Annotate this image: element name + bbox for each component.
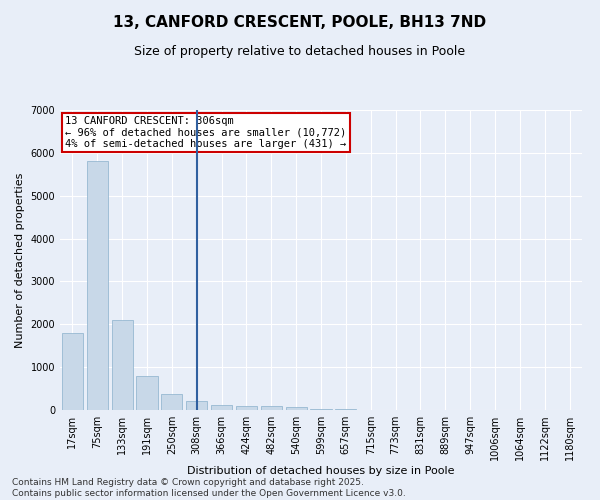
Text: Size of property relative to detached houses in Poole: Size of property relative to detached ho… <box>134 45 466 58</box>
Bar <box>186 402 207 410</box>
Text: 13 CANFORD CRESCENT: 306sqm
← 96% of detached houses are smaller (10,772)
4% of : 13 CANFORD CRESCENT: 306sqm ← 96% of det… <box>65 116 346 149</box>
Bar <box>112 320 133 410</box>
Bar <box>310 408 332 410</box>
Bar <box>161 394 182 410</box>
Bar <box>211 405 232 410</box>
Bar <box>261 406 282 410</box>
Text: 13, CANFORD CRESCENT, POOLE, BH13 7ND: 13, CANFORD CRESCENT, POOLE, BH13 7ND <box>113 15 487 30</box>
Text: Contains HM Land Registry data © Crown copyright and database right 2025.
Contai: Contains HM Land Registry data © Crown c… <box>12 478 406 498</box>
X-axis label: Distribution of detached houses by size in Poole: Distribution of detached houses by size … <box>187 466 455 476</box>
Bar <box>136 376 158 410</box>
Bar <box>335 409 356 410</box>
Y-axis label: Number of detached properties: Number of detached properties <box>15 172 25 348</box>
Bar <box>236 406 257 410</box>
Bar <box>286 408 307 410</box>
Bar <box>62 333 83 410</box>
Bar <box>87 162 108 410</box>
